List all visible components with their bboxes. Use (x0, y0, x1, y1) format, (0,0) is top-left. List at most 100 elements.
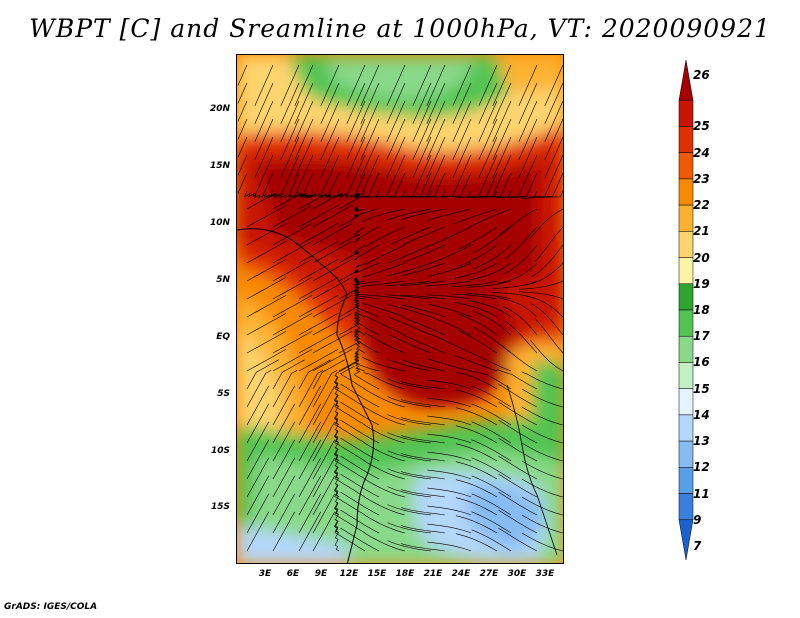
streamline (246, 258, 287, 282)
streamline (426, 280, 472, 287)
streamline (312, 403, 336, 444)
streamline (246, 192, 279, 210)
wbpt-field (237, 55, 563, 563)
streamline (294, 64, 314, 107)
streamline (467, 172, 498, 197)
streamline (362, 262, 406, 278)
streamline (493, 280, 538, 289)
colorbar-segment (678, 335, 694, 363)
streamline (254, 100, 274, 143)
streamline (272, 385, 296, 426)
streamline (521, 442, 563, 462)
colorbar-label: 23 (693, 171, 710, 186)
streamline (335, 190, 354, 199)
streamline (237, 100, 248, 122)
lon-label: 3E (258, 569, 272, 579)
streamline (478, 118, 498, 161)
streamline (287, 172, 300, 199)
streamline (354, 206, 366, 212)
streamline (246, 403, 270, 444)
streamline (298, 511, 322, 552)
streamline (428, 262, 472, 277)
field-south-blue (467, 484, 543, 550)
streamline (457, 244, 498, 267)
streamline (246, 240, 287, 264)
colorbar-segment (678, 362, 694, 389)
colorbar-segment (678, 99, 694, 127)
streamline (452, 100, 472, 143)
streamline (320, 100, 340, 143)
streamline (294, 154, 314, 197)
streamline (334, 435, 366, 462)
streamline (430, 226, 472, 247)
streamline (354, 244, 366, 254)
streamline (505, 226, 538, 260)
lon-label: 18E (395, 569, 415, 579)
streamline (478, 100, 498, 143)
streamline (353, 329, 366, 354)
streamline (470, 370, 512, 390)
streamline (312, 493, 336, 534)
streamline (320, 64, 340, 107)
streamline (455, 262, 498, 279)
streamline (452, 64, 472, 107)
streamline (426, 118, 446, 161)
streamline (340, 473, 380, 498)
streamline (360, 118, 380, 161)
streamline (298, 348, 339, 372)
streamline (386, 280, 432, 287)
streamline (364, 514, 406, 534)
streamline (246, 330, 287, 354)
streamline (401, 359, 446, 372)
streamline (544, 136, 563, 179)
streamline (320, 82, 340, 125)
streamline (386, 294, 432, 300)
streamline (272, 370, 298, 408)
streamline (312, 511, 336, 552)
streamline (403, 226, 446, 245)
streamline (415, 172, 446, 197)
streamline (454, 208, 498, 224)
colorbar-segment (678, 152, 694, 180)
streamline (312, 330, 353, 354)
streamline (280, 136, 300, 179)
streamline (312, 204, 353, 228)
streamline (280, 118, 300, 161)
streamline (427, 487, 472, 498)
streamline (364, 478, 406, 498)
streamline (298, 204, 339, 228)
streamline (334, 507, 366, 534)
colorbar (678, 60, 694, 560)
colorbar-label: 20 (693, 250, 710, 265)
streamline (298, 370, 324, 408)
streamline (364, 244, 406, 265)
streamline (401, 208, 446, 220)
streamline (458, 330, 498, 354)
streamline (471, 457, 512, 480)
streamline (312, 240, 353, 264)
streamline (312, 222, 353, 246)
streamline (455, 461, 498, 480)
streamline (426, 64, 446, 107)
streamline (441, 172, 472, 197)
streamline (246, 312, 287, 336)
streamline (401, 304, 446, 318)
streamline (387, 468, 432, 480)
streamline (354, 262, 380, 274)
streamline (497, 297, 538, 318)
streamline (498, 473, 538, 498)
streamline (518, 136, 538, 179)
streamline (298, 312, 339, 336)
streamline (360, 64, 380, 107)
streamline (312, 475, 336, 516)
streamline (412, 136, 432, 179)
streamline (254, 82, 274, 125)
streamline (338, 269, 359, 282)
lat-label: 5N (216, 275, 230, 285)
lon-label: 15E (367, 569, 387, 579)
streamline (426, 100, 446, 143)
grads-credit: GrADS: IGES/COLA (4, 602, 98, 612)
streamline (455, 443, 498, 462)
streamline (389, 226, 432, 246)
streamline (364, 496, 406, 516)
